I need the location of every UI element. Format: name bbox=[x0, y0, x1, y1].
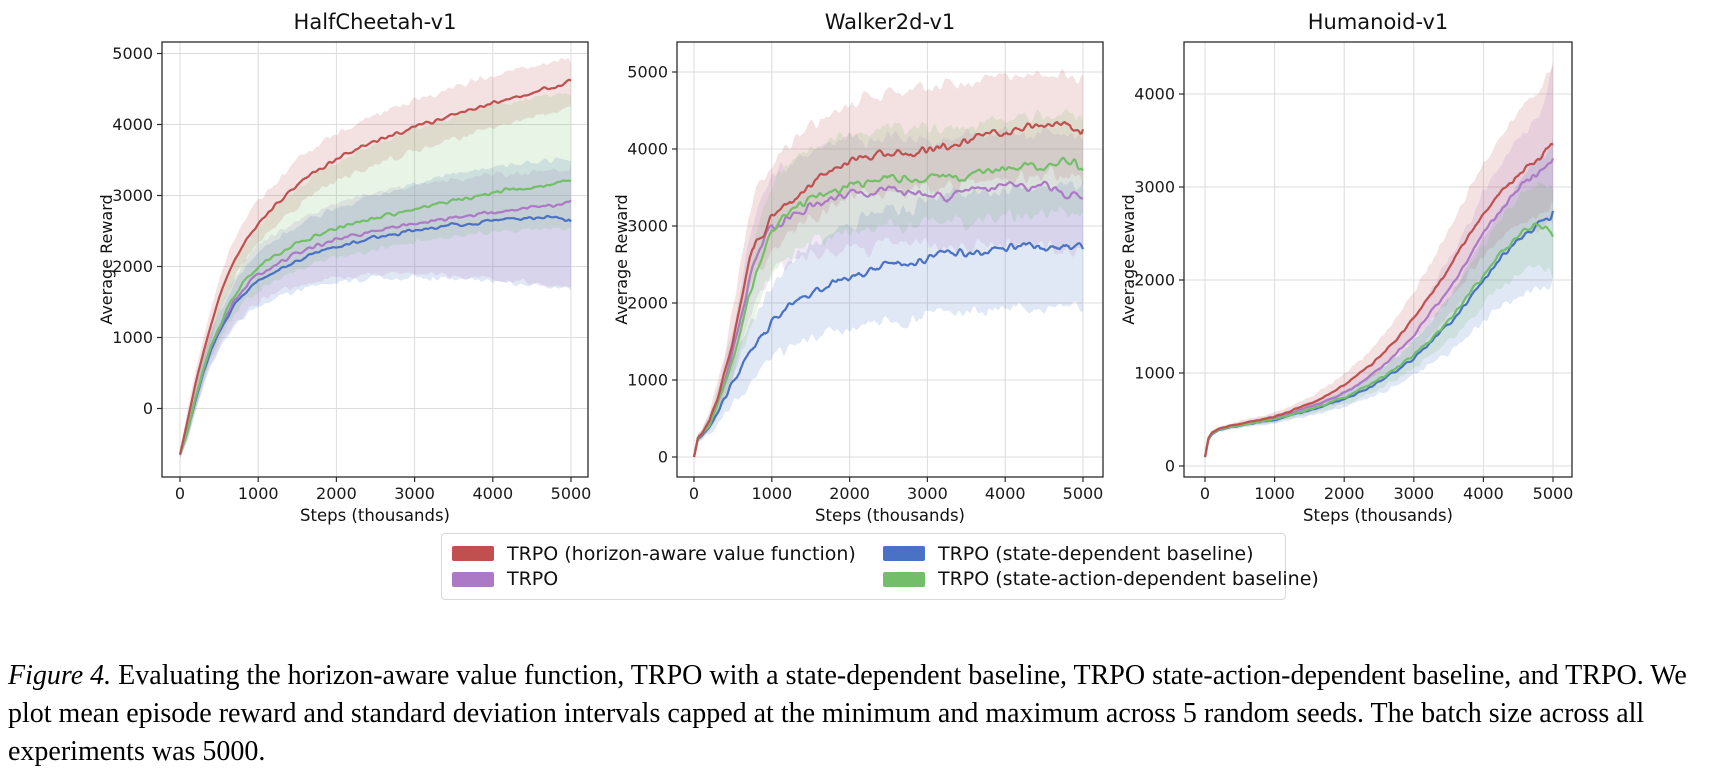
y-axis-label: Average Reward bbox=[1119, 194, 1138, 324]
chart-Humanoid-v1: 0 1000 2000 3000 4000 0 1000 2000 3000 4000 5000 Hu… bbox=[1119, 10, 1573, 525]
y-tick-label: 3000 bbox=[112, 186, 153, 205]
legend-label: TRPO (state-dependent baseline) bbox=[938, 542, 1254, 565]
legend-item: TRPO bbox=[452, 568, 883, 590]
line-TRPO (state-action-dependent baseline) bbox=[692, 156, 1084, 458]
band-TRPO (state-action-dependent baseline) bbox=[180, 92, 571, 459]
legend-swatch-green bbox=[883, 571, 925, 587]
y-axis-label: Average Reward bbox=[97, 194, 116, 324]
x-tick-label: 5000 bbox=[551, 484, 592, 503]
band-TRPO (state-action-dependent baseline) bbox=[1205, 182, 1553, 458]
caption-text: Evaluating the horizon-aware value funct… bbox=[8, 660, 1687, 767]
y-tick-label: 4000 bbox=[1134, 85, 1175, 104]
y-tick-label: 5000 bbox=[112, 44, 153, 63]
charts-canvas: 0 1000 2000 3000 4000 5000 0 1000 2000 3000 4000 50… bbox=[97, 10, 1573, 525]
y-tick-label: 2000 bbox=[627, 294, 668, 313]
y-tick-label: 4000 bbox=[112, 115, 153, 134]
legend-swatch-purple bbox=[452, 571, 494, 587]
line-TRPO (state-action-dependent baseline) bbox=[178, 179, 572, 455]
legend-item: TRPO (horizon-aware value function) bbox=[452, 543, 883, 565]
legend-swatch-red bbox=[452, 546, 494, 562]
band-TRPO bbox=[180, 166, 571, 459]
plot-frame bbox=[676, 41, 1104, 478]
x-tick-label: 5000 bbox=[1533, 484, 1574, 503]
line-TRPO bbox=[178, 199, 572, 455]
x-tick-label: 2000 bbox=[1324, 484, 1365, 503]
figure-caption: Figure 4. Evaluating the horizon-aware v… bbox=[8, 657, 1718, 771]
x-tick-label: 2000 bbox=[316, 484, 357, 503]
y-tick-label: 1000 bbox=[112, 328, 153, 347]
x-tick-label: 3000 bbox=[1393, 484, 1434, 503]
line-TRPO bbox=[692, 180, 1084, 458]
x-tick-label: 0 bbox=[1200, 484, 1210, 503]
caption-label: Figure 4. bbox=[8, 660, 112, 691]
band-TRPO (horizon-aware value function) bbox=[694, 68, 1083, 457]
y-tick-label: 1000 bbox=[1134, 364, 1175, 383]
x-axis-label: Steps (thousands) bbox=[815, 506, 965, 525]
x-tick-label: 2000 bbox=[829, 484, 870, 503]
x-tick-label: 3000 bbox=[394, 484, 435, 503]
x-tick-label: 4000 bbox=[985, 484, 1026, 503]
x-tick-label: 1000 bbox=[1254, 484, 1295, 503]
band-TRPO (state-dependent baseline) bbox=[180, 157, 571, 459]
y-tick-label: 4000 bbox=[627, 140, 668, 159]
y-tick-label: 0 bbox=[658, 448, 668, 467]
y-tick-label: 3000 bbox=[627, 217, 668, 236]
x-axis-label: Steps (thousands) bbox=[300, 506, 450, 525]
x-axis-label: Steps (thousands) bbox=[1303, 506, 1453, 525]
y-tick-label: 5000 bbox=[627, 63, 668, 82]
y-tick-label: 0 bbox=[1165, 457, 1175, 476]
legend-label: TRPO (state-action-dependent baseline) bbox=[938, 568, 1319, 591]
plot-frame bbox=[1183, 41, 1573, 478]
legend-item: TRPO (state-dependent baseline) bbox=[883, 543, 1319, 565]
y-axis-label: Average Reward bbox=[612, 194, 631, 324]
x-tick-label: 0 bbox=[689, 484, 699, 503]
y-tick-label: 0 bbox=[143, 399, 153, 418]
chart-Walker2d-v1: 0 1000 2000 3000 4000 5000 0 1000 2000 3000 4000 50… bbox=[612, 10, 1104, 525]
band-TRPO (state-dependent baseline) bbox=[694, 179, 1083, 457]
x-tick-label: 1000 bbox=[751, 484, 792, 503]
x-tick-label: 4000 bbox=[1463, 484, 1504, 503]
band-TRPO (horizon-aware value function) bbox=[180, 58, 571, 459]
line-TRPO (horizon-aware value function) bbox=[692, 120, 1085, 458]
line-TRPO (horizon-aware value function) bbox=[1203, 142, 1554, 458]
chart-title: Walker2d-v1 bbox=[825, 10, 956, 34]
chart-legend: TRPO (horizon-aware value function) TRPO… bbox=[441, 533, 1319, 600]
chart-title: HalfCheetah-v1 bbox=[294, 10, 457, 34]
x-tick-label: 1000 bbox=[238, 484, 279, 503]
line-TRPO (horizon-aware value function) bbox=[178, 78, 572, 455]
chart-HalfCheetah-v1: 0 1000 2000 3000 4000 5000 0 1000 2000 3000 4000 50… bbox=[97, 10, 591, 525]
x-tick-label: 3000 bbox=[907, 484, 948, 503]
x-tick-label: 5000 bbox=[1063, 484, 1104, 503]
x-tick-label: 4000 bbox=[472, 484, 513, 503]
chart-title: Humanoid-v1 bbox=[1308, 10, 1449, 34]
y-tick-label: 2000 bbox=[112, 257, 153, 276]
band-TRPO (state-action-dependent baseline) bbox=[694, 109, 1083, 457]
legend-swatch-blue bbox=[883, 546, 925, 562]
y-tick-label: 2000 bbox=[1134, 271, 1175, 290]
y-tick-label: 3000 bbox=[1134, 178, 1175, 197]
legend-label: TRPO (horizon-aware value function) bbox=[507, 542, 856, 565]
y-tick-label: 1000 bbox=[627, 371, 668, 390]
legend-item: TRPO (state-action-dependent baseline) bbox=[883, 568, 1319, 590]
x-tick-label: 0 bbox=[175, 484, 185, 503]
line-TRPO (state-dependent baseline) bbox=[692, 241, 1085, 458]
legend-label: TRPO bbox=[507, 568, 559, 591]
line-TRPO (state-dependent baseline) bbox=[178, 214, 572, 455]
line-TRPO (state-action-dependent baseline) bbox=[1203, 222, 1554, 458]
plot-frame bbox=[161, 41, 589, 478]
